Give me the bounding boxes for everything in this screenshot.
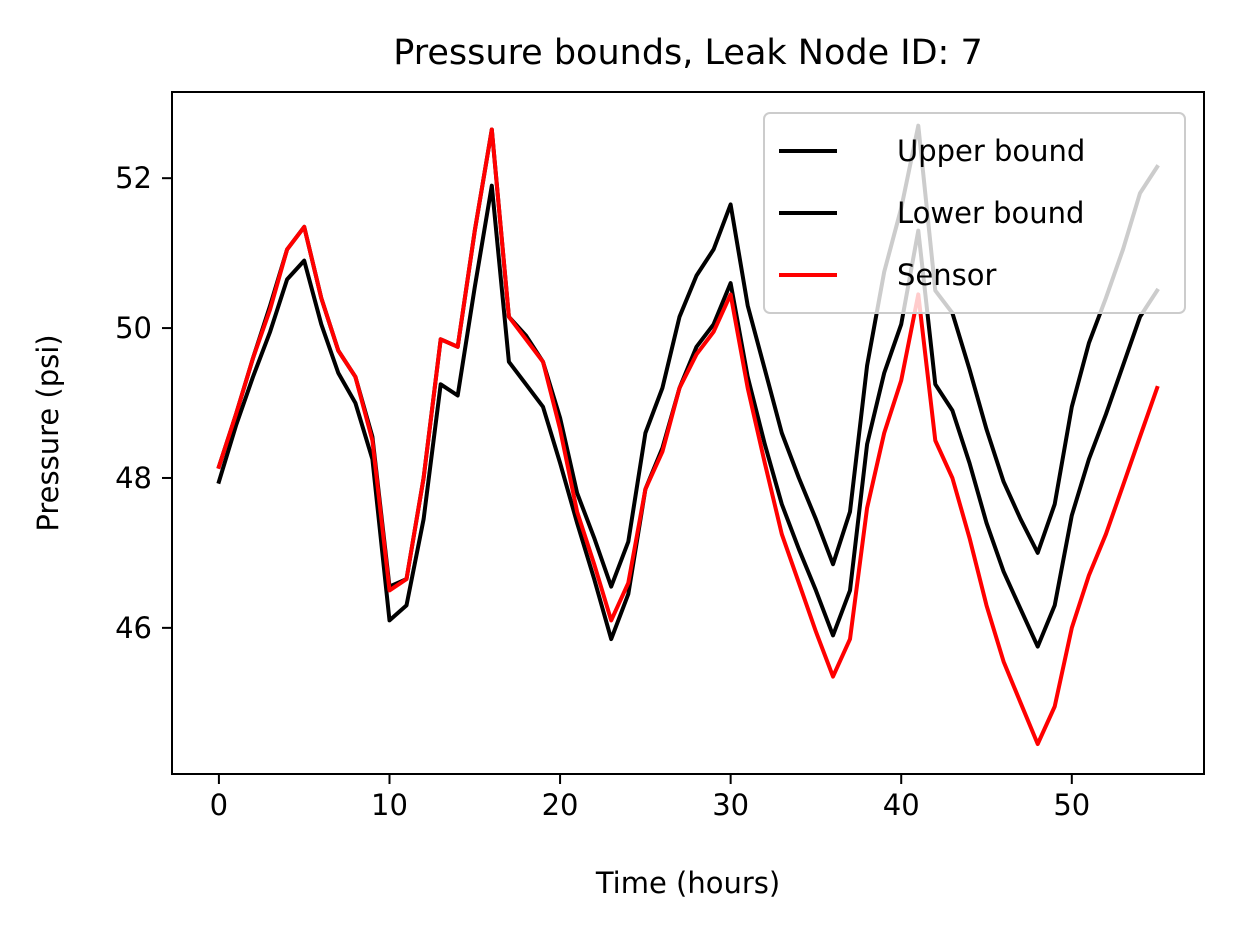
x-axis-title: Time (hours) bbox=[595, 866, 780, 900]
y-axis-title: Pressure (psi) bbox=[31, 334, 65, 531]
x-tick-label: 50 bbox=[1053, 788, 1090, 822]
x-tick-label: 40 bbox=[883, 788, 920, 822]
legend: Upper bound Lower bound Sensor bbox=[763, 112, 1186, 314]
y-tick-label: 50 bbox=[115, 311, 152, 345]
x-tick-label: 10 bbox=[371, 788, 408, 822]
legend-entry-2: Sensor bbox=[897, 258, 996, 292]
chart-title: Pressure bounds, Leak Node ID: 7 bbox=[393, 33, 982, 73]
y-axis: 46 48 50 52 bbox=[115, 161, 172, 645]
legend-entry-1: Lower bound bbox=[897, 196, 1084, 230]
series-layer bbox=[216, 123, 1160, 746]
series-line-2 bbox=[216, 127, 1160, 746]
x-tick-label: 20 bbox=[542, 788, 579, 822]
legend-box bbox=[763, 112, 1186, 314]
legend-entry-0: Upper bound bbox=[897, 134, 1085, 168]
y-tick-label: 46 bbox=[115, 611, 152, 645]
y-tick-label: 48 bbox=[115, 461, 152, 495]
x-tick-label: 0 bbox=[210, 788, 228, 822]
x-tick-label: 30 bbox=[712, 788, 749, 822]
y-tick-label: 52 bbox=[115, 161, 152, 195]
plot-frame bbox=[171, 91, 1205, 775]
x-axis: 0 10 20 30 40 50 bbox=[210, 774, 1090, 822]
